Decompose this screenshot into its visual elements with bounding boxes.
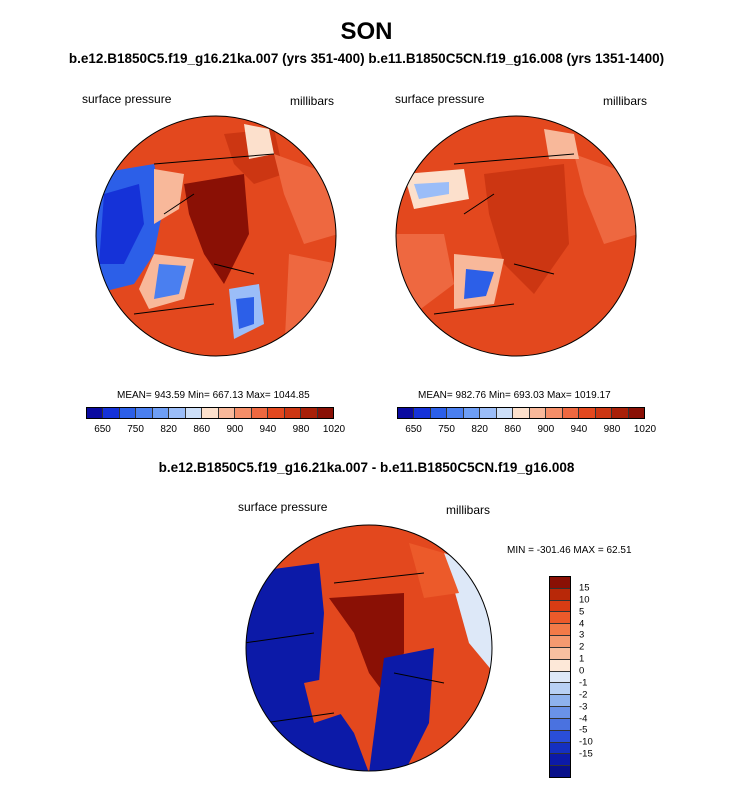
colorbar-swatch (628, 408, 645, 418)
colorbar-swatch (447, 408, 464, 418)
diff-colorbar-swatch (550, 624, 570, 637)
colorbar-tick-label: 980 (603, 424, 621, 435)
colorbar-tick-label: 900 (226, 424, 244, 435)
colorbar-swatch (398, 408, 415, 418)
diff-colorbar-swatch (550, 671, 570, 684)
colorbar-swatch (496, 408, 514, 418)
colorbar-tick-label: 650 (405, 424, 422, 435)
colorbar-swatch (529, 408, 547, 418)
diff-colorbar-swatch (550, 683, 570, 696)
diff-colorbar (549, 576, 571, 778)
diff-colorbar-swatch (550, 588, 570, 601)
colorbar-swatch (579, 408, 596, 418)
diff-colorbar-swatch (550, 742, 570, 755)
colorbar-swatch (268, 408, 285, 418)
diff-colorbar-tick-label: 15 (579, 582, 590, 594)
colorbar-swatch (562, 408, 580, 418)
diff-colorbar-swatch (550, 695, 570, 708)
colorbar-swatch (136, 408, 153, 418)
colorbar-tick-label: 750 (127, 424, 144, 435)
diff-colorbar-tick-label: 3 (579, 629, 585, 641)
diff-colorbar-swatch (550, 659, 570, 672)
diff-colorbar-tick-label: -5 (579, 724, 588, 736)
colorbar-tick-label: 750 (438, 424, 455, 435)
diff-colorbar-swatch (550, 577, 570, 589)
diff-colorbar-tick-label: -3 (579, 701, 588, 713)
colorbar-swatch (317, 408, 334, 418)
diff-colorbar-tick-label: 1 (579, 653, 585, 665)
colorbar-swatch (103, 408, 120, 418)
diff-colorbar-swatch (550, 612, 570, 625)
colorbar-swatch (169, 408, 186, 418)
diff-colorbar-tick-label: 4 (579, 618, 585, 630)
season-title: SON (340, 18, 393, 45)
colorbar-swatch (430, 408, 448, 418)
difference-title: b.e12.B1850C5.f19_g16.21ka.007 - b.e11.B… (158, 460, 575, 475)
colorbar-swatch (513, 408, 530, 418)
left-polar-map (95, 115, 337, 357)
diff-colorbar-tick-label: -2 (579, 689, 588, 701)
right-polar-map (395, 115, 637, 357)
colorbar-swatch (202, 408, 219, 418)
diff-units-label: millibars (446, 503, 491, 517)
colorbar-tick-label: 940 (570, 424, 588, 435)
diff-colorbar-tick-label: 10 (579, 594, 590, 606)
colorbar-tick-label: 980 (292, 424, 310, 435)
colorbar-swatch (251, 408, 269, 418)
colorbar-tick-label: 900 (537, 424, 555, 435)
diff-colorbar-swatch (550, 636, 570, 648)
diff-colorbar-swatch (550, 766, 570, 778)
colorbar-swatch (152, 408, 170, 418)
diff-colorbar-tick-label: -1 (579, 677, 588, 689)
colorbar-swatch (218, 408, 236, 418)
colorbar-tick-label: 1020 (322, 424, 346, 435)
diff-variable-label: surface pressure (238, 500, 328, 514)
right-stats: MEAN= 982.76 Min= 693.03 Max= 1019.17 (418, 390, 611, 401)
left-colorbar (86, 407, 334, 419)
diff-colorbar-tick-label: -4 (579, 713, 588, 725)
left-units-label: millibars (290, 94, 335, 108)
colorbar-swatch (595, 408, 613, 418)
left-stats: MEAN= 943.59 Min= 667.13 Max= 1044.85 (117, 390, 310, 401)
right-units-label: millibars (603, 94, 648, 108)
colorbar-tick-label: 820 (471, 424, 488, 435)
colorbar-swatch (87, 408, 104, 418)
colorbar-swatch (612, 408, 629, 418)
diff-colorbar-ticks: 15 10 5 4 3 2 1 0 -1 -2 -3 -4 -5 -10 -15 (579, 576, 619, 778)
colorbar-swatch (301, 408, 318, 418)
colorbar-swatch (284, 408, 302, 418)
colorbar-tick-label: 820 (160, 424, 177, 435)
diff-colorbar-tick-label: 2 (579, 641, 585, 653)
diff-colorbar-swatch (550, 707, 570, 719)
colorbar-tick-label: 1020 (633, 424, 657, 435)
right-colorbar (397, 407, 645, 419)
diff-colorbar-swatch (550, 718, 570, 731)
right-colorbar-ticks: 650 750 820 860 900 940 980 1020 (397, 424, 656, 438)
colorbar-swatch (414, 408, 431, 418)
colorbar-tick-label: 860 (504, 424, 522, 435)
colorbar-tick-label: 860 (193, 424, 211, 435)
diff-colorbar-tick-label: 5 (579, 606, 585, 618)
colorbar-tick-label: 940 (259, 424, 277, 435)
left-colorbar-ticks: 650 750 820 860 900 940 980 1020 (86, 424, 345, 438)
diff-minmax: MIN = -301.46 MAX = 62.51 (507, 545, 632, 556)
difference-polar-map (245, 524, 493, 772)
colorbar-swatch (119, 408, 137, 418)
colorbar-swatch (185, 408, 203, 418)
right-variable-label: surface pressure (395, 92, 485, 106)
diff-colorbar-tick-label: -15 (579, 748, 593, 760)
diff-colorbar-tick-label: 0 (579, 665, 585, 677)
left-variable-label: surface pressure (82, 92, 172, 106)
colorbar-swatch (235, 408, 252, 418)
colorbar-tick-label: 650 (94, 424, 111, 435)
colorbar-swatch (546, 408, 563, 418)
diff-colorbar-swatch (550, 730, 570, 743)
colorbar-swatch (480, 408, 497, 418)
diff-colorbar-tick-label: -10 (579, 736, 593, 748)
diff-colorbar-swatch (550, 754, 570, 767)
colorbar-swatch (463, 408, 481, 418)
cases-subtitle: b.e12.B1850C5.f19_g16.21ka.007 (yrs 351-… (68, 51, 665, 66)
diff-colorbar-swatch (550, 647, 570, 660)
diff-colorbar-swatch (550, 600, 570, 613)
